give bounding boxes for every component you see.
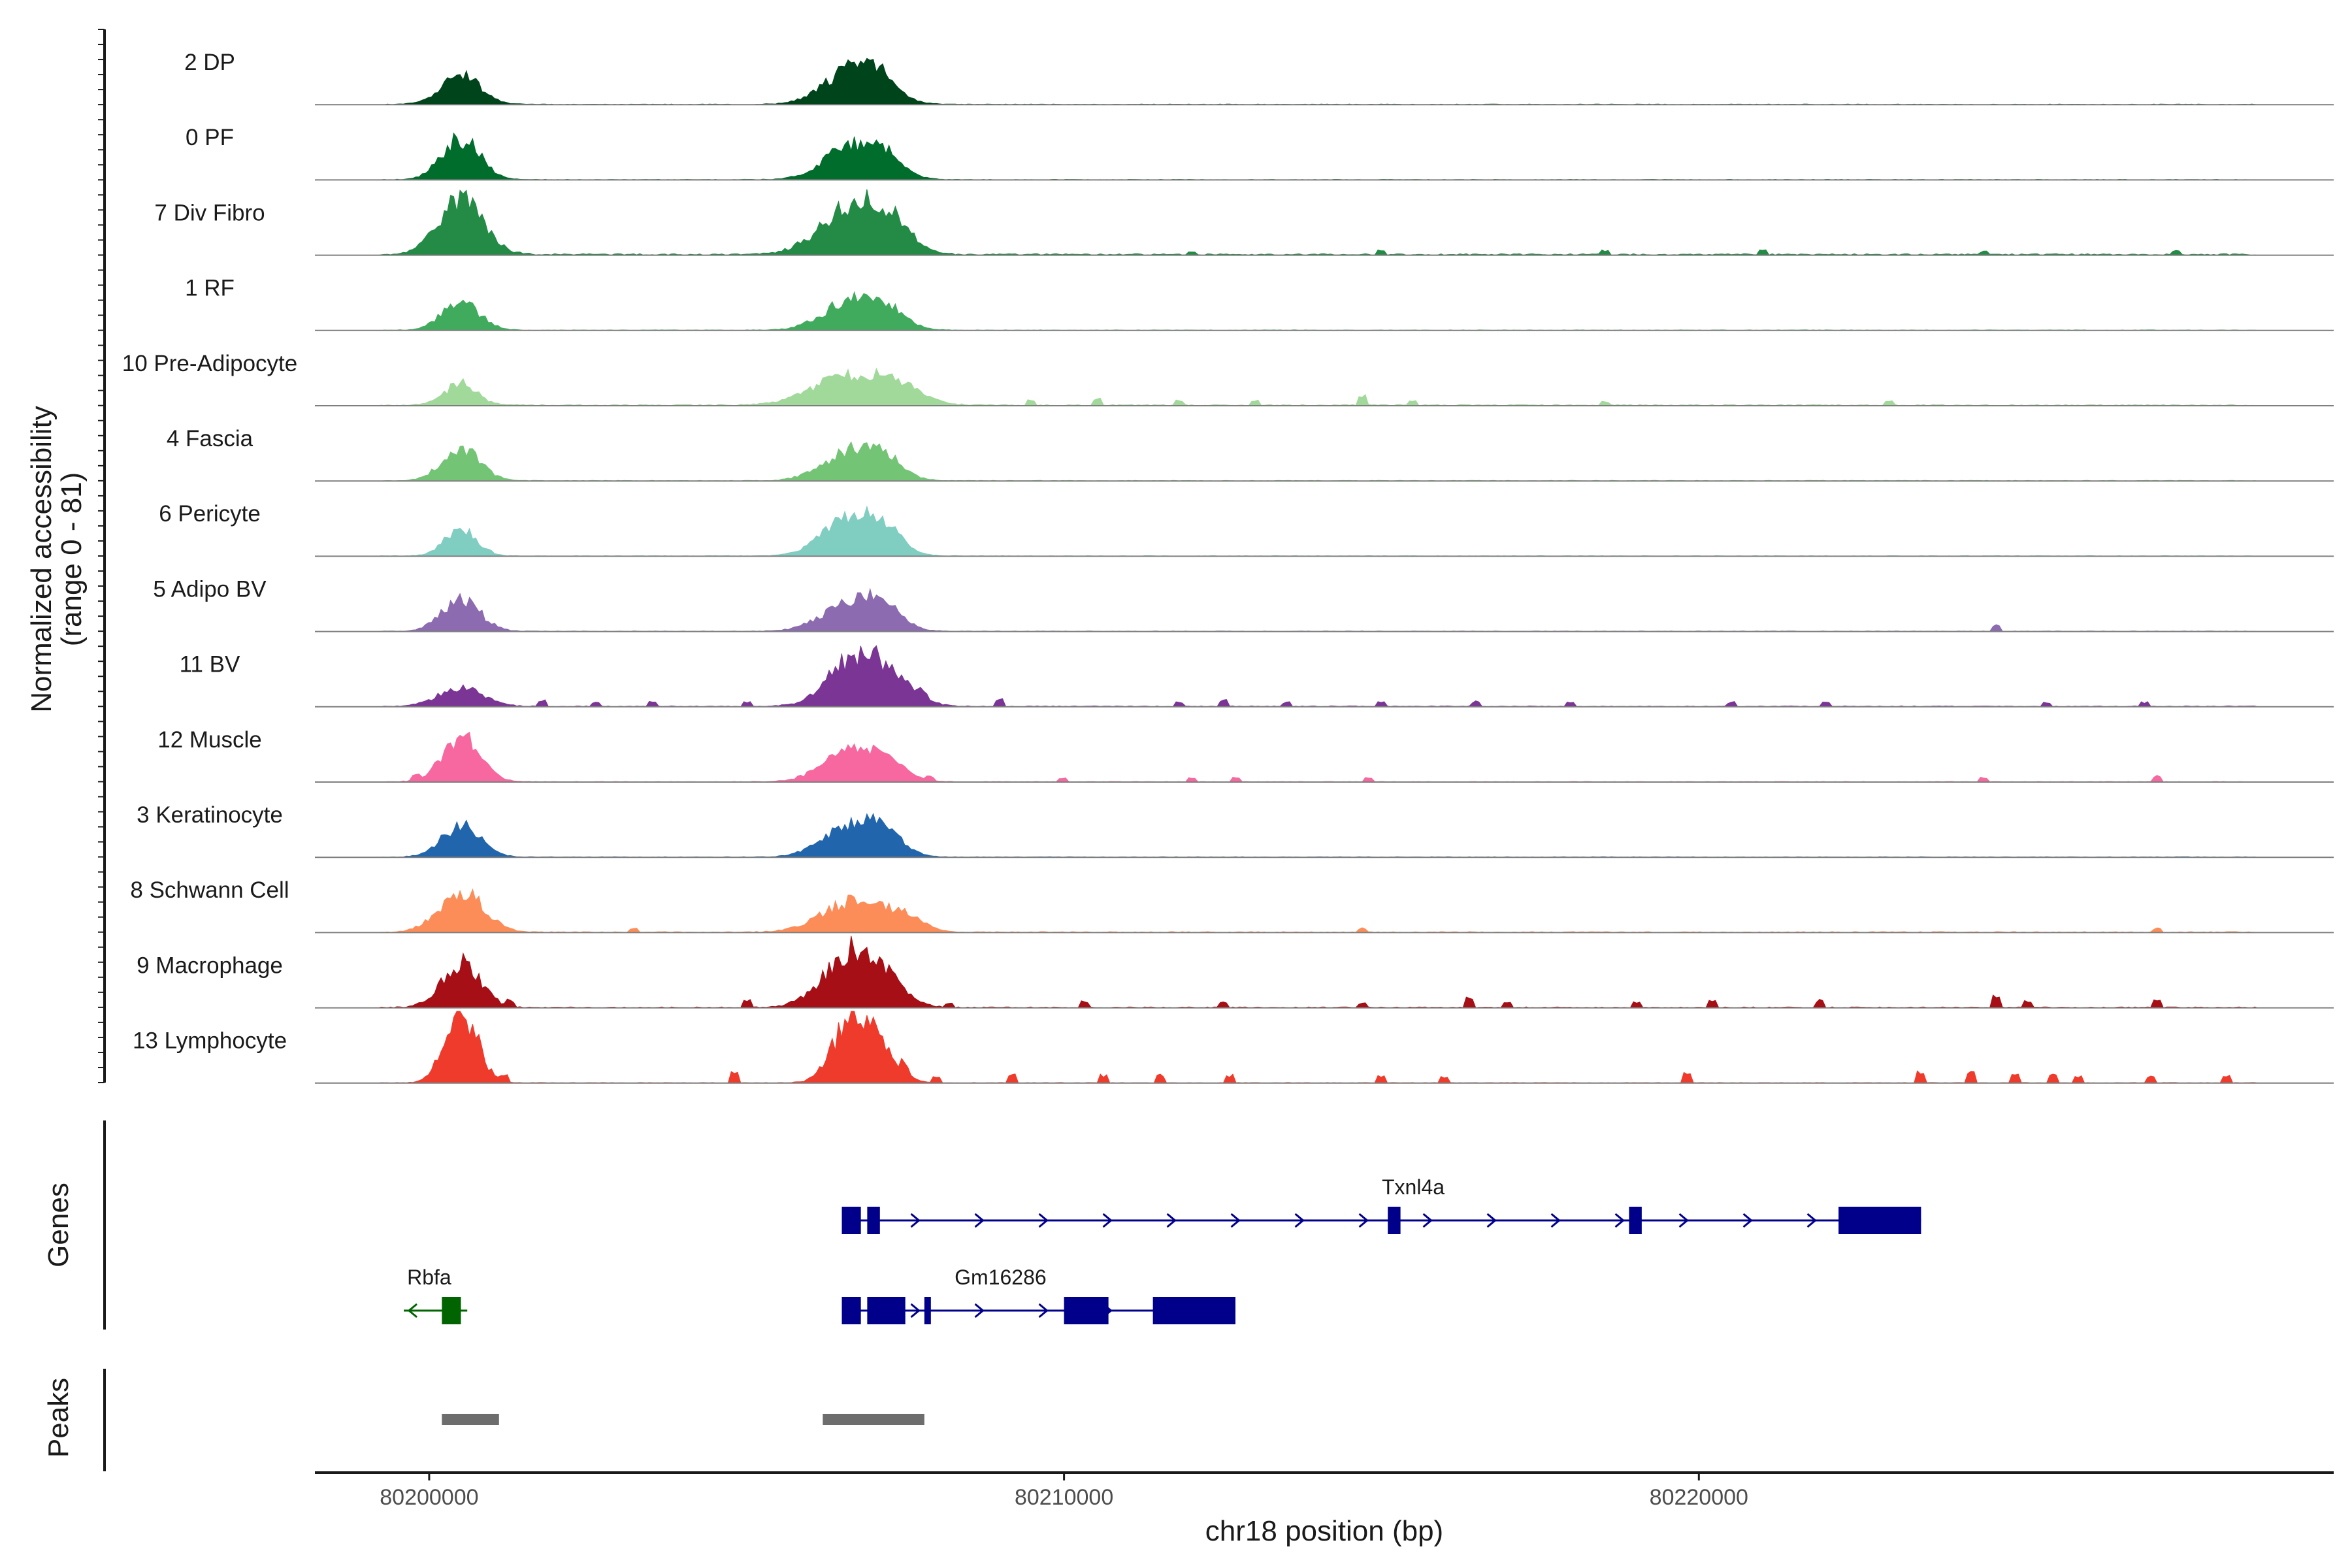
gene-exon: [1629, 1207, 1642, 1234]
track-label: 0 PF: [186, 125, 234, 150]
strand-arrow: [974, 1303, 985, 1318]
gene-exon: [841, 1207, 861, 1234]
strand-arrow: [1422, 1213, 1433, 1228]
track-label: 6 Pericyte: [159, 501, 261, 527]
track-0-pf: 0 PF: [186, 125, 2334, 181]
gene-exon: [841, 1297, 861, 1324]
gene-label: Gm16286: [955, 1266, 1047, 1289]
strand-arrow: [1550, 1213, 1561, 1228]
coverage-area: [378, 888, 2258, 933]
strand-arrow: [407, 1303, 417, 1318]
track-3-keratinocyte: 3 Keratinocyte: [137, 802, 2334, 858]
gene-exon: [1388, 1207, 1401, 1234]
x-axis-ticks: 80200000 80210000 80220000: [380, 1473, 1748, 1510]
coverage-area: [378, 189, 2258, 256]
strand-arrow: [1038, 1303, 1049, 1318]
track-10-pre-adipocyte: 10 Pre-Adipocyte: [122, 351, 2334, 406]
gene-rbfa: Rbfa: [404, 1266, 468, 1324]
track-13-lymphocyte: 13 Lymphocyte: [133, 1011, 2334, 1084]
coverage-tracks: 2 DP 0 PF 7 Div Fibro 1 RF 10 Pre-Adipocyte 4…: [122, 50, 2334, 1084]
track-label: 2 DP: [184, 50, 235, 75]
genes-panel-title: Genes: [42, 1183, 74, 1267]
track-4-fascia: 4 Fascia: [167, 426, 2334, 482]
track-label: 1 RF: [185, 276, 235, 301]
track-12-muscle: 12 Muscle: [157, 727, 2334, 783]
x-tick-label: 80210000: [1015, 1485, 1113, 1510]
coverage-area: [378, 731, 2258, 783]
peak-region-bar: [442, 1414, 499, 1425]
gene-exon: [867, 1297, 906, 1324]
strand-arrow: [1038, 1213, 1049, 1228]
y-axis-title-line-1: Normalized accessibility: [25, 406, 57, 712]
track-label: 13 Lymphocyte: [133, 1028, 287, 1054]
gene-gm16286: Gm16286: [841, 1266, 1235, 1324]
coverage-area: [378, 57, 2258, 105]
gene-label: Rbfa: [407, 1266, 451, 1289]
coverage-area: [378, 441, 2258, 482]
track-label: 3 Keratinocyte: [137, 802, 283, 828]
track-label: 12 Muscle: [157, 727, 262, 753]
track-label: 4 Fascia: [167, 426, 253, 451]
coverage-area: [378, 645, 2258, 708]
track-11-bv: 11 BV: [180, 645, 2334, 708]
peak-region-bar: [823, 1414, 924, 1425]
track-label: 7 Div Fibro: [154, 200, 265, 225]
gene-label: Txnl4a: [1382, 1175, 1445, 1199]
coverage-area: [378, 291, 2258, 331]
x-tick-label: 80220000: [1650, 1485, 1748, 1510]
track-5-adipo-bv: 5 Adipo BV: [153, 576, 2334, 632]
gene-exon: [1152, 1297, 1235, 1324]
track-label: 9 Macrophage: [137, 953, 283, 978]
y-axis-title-line-2: (range 0 - 81): [56, 472, 88, 647]
coverage-area: [378, 587, 2258, 632]
strand-arrow: [1486, 1213, 1497, 1228]
strand-arrow: [1742, 1213, 1753, 1228]
gene-txnl4a: Txnl4a: [841, 1175, 1921, 1234]
strand-arrow: [1806, 1213, 1817, 1228]
track-label: 11 BV: [180, 652, 240, 678]
gene-exon: [1064, 1297, 1109, 1324]
track-1-rf: 1 RF: [185, 276, 2334, 331]
strand-arrow: [910, 1213, 921, 1228]
track-6-pericyte: 6 Pericyte: [159, 501, 2334, 557]
strand-arrow: [974, 1213, 985, 1228]
strand-arrow: [910, 1303, 921, 1318]
track-2-dp: 2 DP: [184, 50, 2334, 106]
coverage-area: [378, 505, 2258, 557]
coverage-area: [378, 1011, 2258, 1084]
gene-exon: [867, 1207, 880, 1234]
strand-arrow: [1358, 1213, 1369, 1228]
track-7-div-fibro: 7 Div Fibro: [154, 189, 2334, 256]
x-axis-title: chr18 position (bp): [1205, 1515, 1443, 1547]
strand-arrow: [1230, 1213, 1241, 1228]
coverage-area: [378, 132, 2258, 180]
coverage-area: [378, 367, 2258, 406]
strand-arrow: [1102, 1213, 1113, 1228]
strand-arrow: [1166, 1213, 1177, 1228]
track-8-schwann-cell: 8 Schwann Cell: [130, 877, 2334, 934]
track-label: 5 Adipo BV: [153, 576, 267, 602]
coverage-area: [378, 936, 2258, 1009]
peak-regions: [442, 1414, 924, 1425]
gene-exon: [1838, 1207, 1921, 1234]
strand-arrow: [1678, 1213, 1689, 1228]
track-9-macrophage: 9 Macrophage: [137, 936, 2334, 1009]
track-label: 8 Schwann Cell: [130, 877, 289, 903]
y-axis-title: Normalized accessibility (range 0 - 81): [25, 406, 88, 712]
gene-exon: [924, 1297, 931, 1324]
track-label: 10 Pre-Adipocyte: [122, 351, 297, 376]
strand-arrow: [1294, 1213, 1305, 1228]
strand-arrow: [1614, 1213, 1625, 1228]
gene-exon: [442, 1297, 461, 1324]
gene-annotations: Txnl4a Gm16286 Rbfa: [404, 1175, 1921, 1324]
peaks-panel-title: Peaks: [42, 1378, 74, 1458]
y-axis-ticks: [98, 29, 105, 1083]
x-tick-label: 80200000: [380, 1485, 478, 1510]
coverage-area: [378, 813, 2258, 858]
